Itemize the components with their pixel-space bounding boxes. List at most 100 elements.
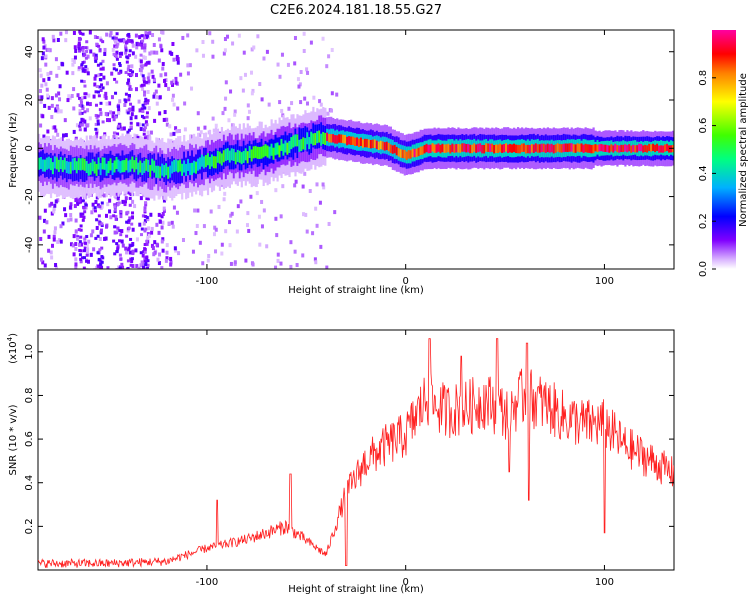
ridge-cell	[175, 159, 178, 172]
noise-speck	[72, 59, 76, 64]
noise-speck	[78, 30, 82, 34]
noise-speck	[251, 262, 255, 267]
ridge-cell	[185, 163, 188, 176]
noise-speck	[155, 95, 159, 100]
ridge-cell	[654, 144, 657, 153]
noise-speck	[112, 134, 116, 138]
ridge-cell	[389, 144, 392, 153]
noise-speck	[99, 67, 103, 71]
noise-speck	[164, 83, 168, 88]
noise-speck	[77, 199, 81, 203]
noise-speck	[104, 213, 108, 218]
noise-speck	[140, 71, 144, 76]
noise-speck	[247, 109, 251, 114]
ridge-cell	[200, 154, 204, 167]
ridge-cell	[612, 145, 615, 153]
noise-speck	[293, 249, 297, 254]
ridge-cell	[226, 148, 230, 161]
noise-speck	[302, 48, 306, 53]
y-tick-label: 20	[24, 94, 35, 107]
noise-speck	[224, 96, 228, 101]
ridge-cell	[292, 135, 295, 160]
noise-speck	[174, 126, 178, 131]
noise-speck	[143, 206, 147, 210]
noise-speck	[72, 129, 76, 134]
noise-speck	[140, 260, 144, 264]
noise-speck	[89, 49, 93, 54]
noise-speck	[239, 199, 243, 204]
noise-speck	[130, 64, 134, 69]
noise-speck	[128, 107, 132, 112]
ridge-cell	[218, 151, 222, 164]
noise-speck	[229, 89, 233, 94]
noise-speck	[56, 107, 60, 112]
ridge-cell	[55, 157, 59, 182]
ridge-cell	[316, 131, 319, 144]
noise-speck	[143, 106, 147, 110]
noise-speck	[173, 246, 177, 251]
ridge-cell	[381, 141, 385, 150]
ridge-cell	[524, 144, 528, 154]
noise-speck	[77, 228, 81, 232]
noise-speck	[89, 233, 93, 238]
noise-speck	[85, 235, 89, 239]
noise-speck	[135, 237, 139, 242]
noise-speck	[109, 31, 113, 36]
noise-speck	[145, 115, 149, 119]
noise-speck	[116, 197, 120, 201]
noise-speck	[267, 102, 271, 107]
noise-speck	[55, 73, 59, 78]
noise-speck	[129, 237, 133, 241]
ridge-cell	[125, 158, 128, 171]
ridge-cell	[117, 159, 120, 172]
ridge-cell	[139, 160, 142, 173]
noise-speck	[139, 233, 143, 237]
noise-speck	[199, 130, 203, 135]
noise-speck	[145, 134, 149, 138]
noise-speck	[151, 74, 155, 79]
noise-speck	[53, 203, 57, 208]
noise-speck	[81, 218, 85, 222]
noise-speck	[79, 196, 83, 201]
ridge-cell	[310, 131, 313, 144]
noise-speck	[119, 210, 123, 214]
noise-speck	[131, 252, 135, 256]
noise-speck	[164, 72, 168, 77]
noise-speck	[94, 74, 98, 78]
ridge-cell	[270, 143, 273, 156]
ridge-cell	[485, 143, 488, 152]
ridge-cell	[197, 158, 200, 171]
noise-speck	[231, 41, 235, 46]
noise-speck	[83, 92, 87, 96]
noise-speck	[124, 46, 128, 50]
ridge-cell	[608, 145, 611, 153]
spectrogram-y-ticks: -40 -20 0 20 40	[24, 45, 674, 253]
noise-speck	[99, 88, 103, 92]
ridge-cell	[578, 143, 581, 153]
noise-speck	[82, 68, 86, 72]
noise-speck	[105, 32, 109, 37]
noise-speck	[100, 83, 104, 87]
noise-speck	[50, 96, 54, 101]
noise-speck	[78, 112, 82, 116]
noise-speck	[134, 248, 138, 253]
noise-speck	[77, 41, 81, 45]
noise-speck	[72, 234, 76, 239]
ridge-cell	[200, 155, 204, 180]
noise-speck	[79, 260, 83, 264]
noise-speck	[279, 214, 283, 219]
noise-speck	[202, 224, 206, 229]
noise-speck	[118, 55, 122, 59]
noise-speck	[54, 265, 58, 269]
ridge-cell	[580, 143, 583, 152]
spectrogram-panel: -100 0 100 -40 -20 0 20 40 Height of straight …	[8, 29, 675, 296]
noise-speck	[98, 205, 102, 209]
noise-speck	[128, 49, 132, 53]
noise-speck	[49, 250, 53, 255]
ridge-cell	[447, 143, 450, 153]
noise-speck	[139, 251, 143, 255]
noise-speck	[77, 66, 81, 70]
noise-speck	[105, 101, 109, 106]
ridge-cell	[570, 143, 573, 152]
noise-speck	[126, 67, 130, 72]
